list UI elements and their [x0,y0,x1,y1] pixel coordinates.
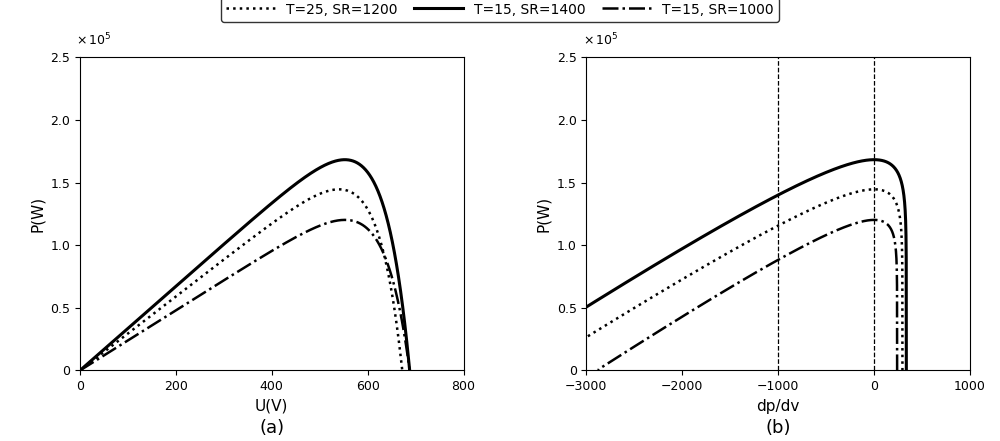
Legend: T=25, SR=1200, T=15, SR=1400, T=15, SR=1000: T=25, SR=1200, T=15, SR=1400, T=15, SR=1… [221,0,779,22]
X-axis label: U(V): U(V) [255,399,288,414]
Y-axis label: P(W): P(W) [30,196,45,232]
Text: $\times\,10^5$: $\times\,10^5$ [583,31,618,48]
Text: (a): (a) [259,419,284,437]
Y-axis label: P(W): P(W) [536,196,551,232]
Text: (b): (b) [765,419,791,437]
Text: $\times\,10^5$: $\times\,10^5$ [76,31,112,48]
X-axis label: dp/dv: dp/dv [757,399,800,414]
